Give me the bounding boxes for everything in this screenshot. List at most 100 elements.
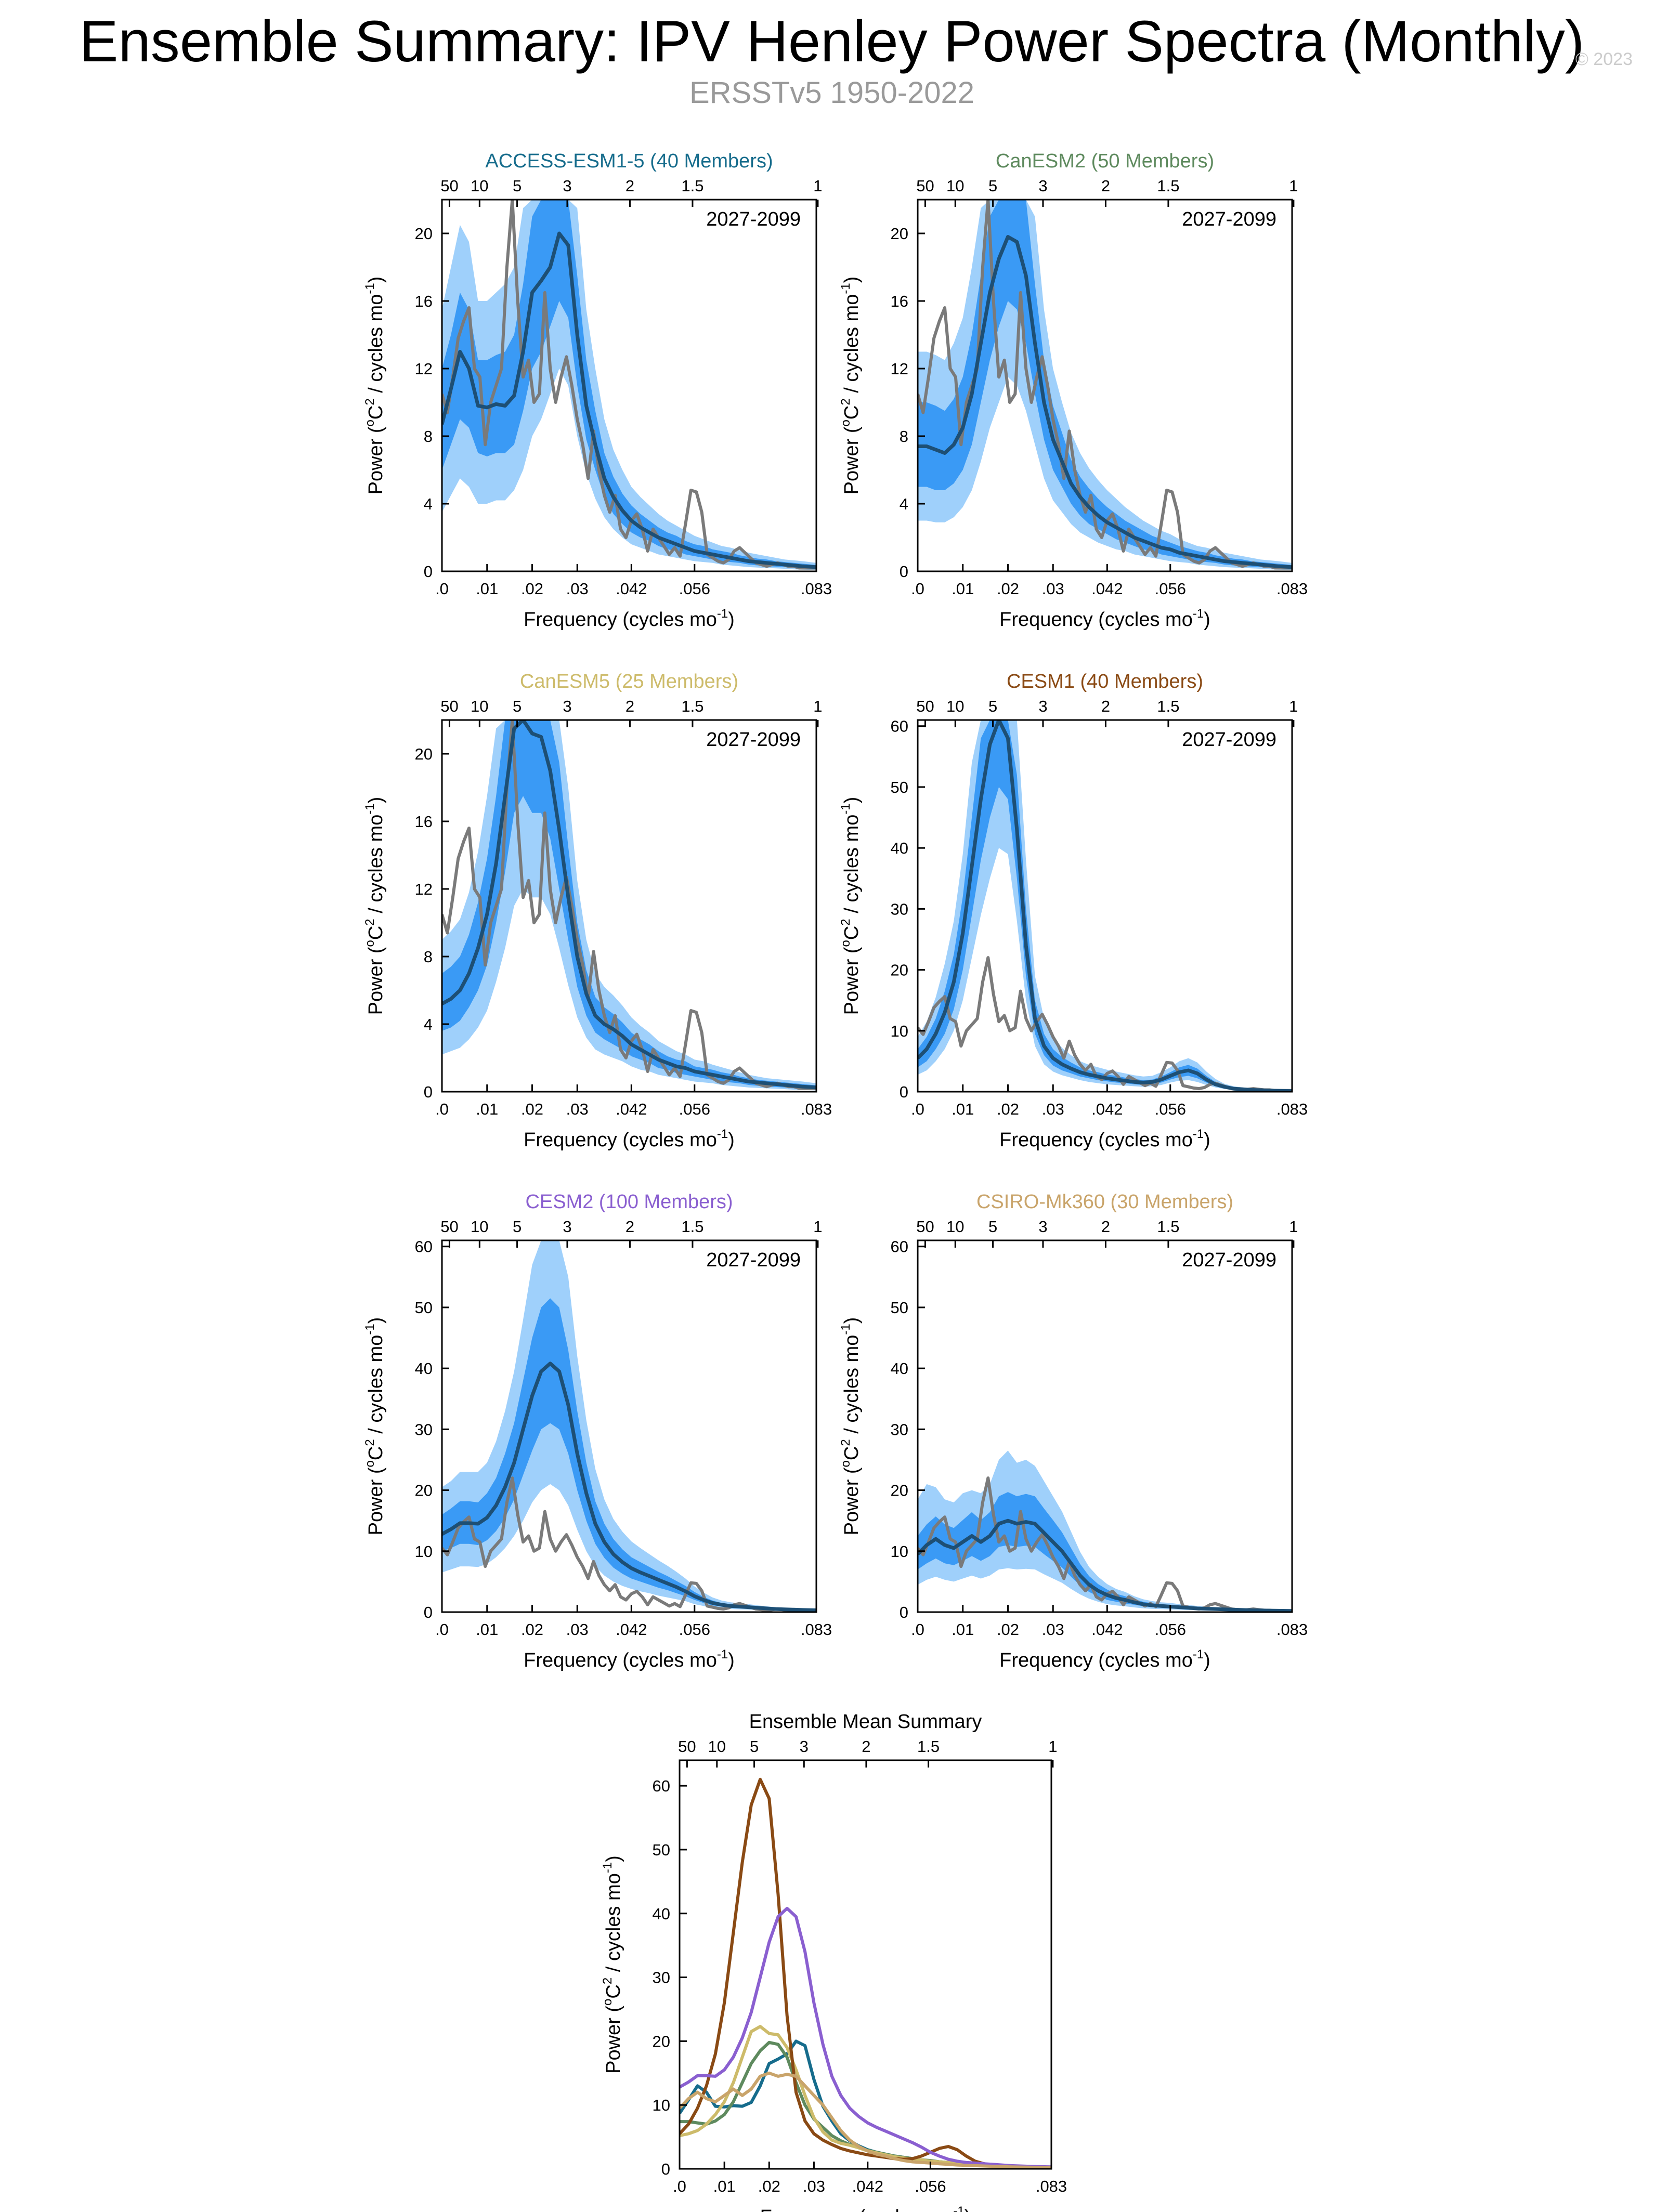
top-tick-label: 3 xyxy=(563,1218,571,1236)
y-tick-label: 50 xyxy=(891,1299,908,1317)
y-tick-label: 20 xyxy=(891,1482,908,1500)
top-tick-label: 50 xyxy=(440,1218,458,1236)
x-axis-label: Frequency (cycles mo-1) xyxy=(524,607,735,631)
top-tick-label: 5 xyxy=(513,177,522,195)
top-tick-label: 3 xyxy=(563,697,571,715)
top-tick-label: 1.5 xyxy=(1157,177,1179,195)
y-axis-label-squared: 2 xyxy=(363,1439,377,1446)
top-tick-label: 1 xyxy=(813,697,822,715)
y-axis-label-unit: C xyxy=(603,1984,624,1998)
top-tick-label: 1.5 xyxy=(681,697,703,715)
y-tick-label: 12 xyxy=(415,360,433,378)
y-axis-label-sup: -1 xyxy=(601,1862,615,1873)
y-tick-label: 20 xyxy=(653,2032,670,2050)
y-axis-label: Power (oC2 / cycles mo-1) xyxy=(839,277,863,495)
plot-frame xyxy=(917,1239,1293,1613)
y-axis-label-mid: / cycles mo xyxy=(365,294,387,399)
top-tick-label: 5 xyxy=(513,1218,522,1236)
y-axis-label-squared: 2 xyxy=(839,919,853,925)
panel-title: Ensemble Mean Summary xyxy=(749,1711,982,1733)
y-tick-label: 8 xyxy=(900,427,908,446)
y-axis-label-degree: o xyxy=(363,420,377,426)
y-tick-label: 0 xyxy=(424,1603,433,1621)
inner-spread-band xyxy=(442,720,816,1090)
top-tick-label: 10 xyxy=(471,697,488,715)
y-tick-label: 30 xyxy=(891,1420,908,1438)
figure-title: Ensemble Summary: IPV Henley Power Spect… xyxy=(80,9,1584,74)
x-axis-label-sup: -1 xyxy=(1193,1127,1204,1141)
x-tick-label: .02 xyxy=(997,1100,1019,1118)
top-tick-label: 10 xyxy=(471,177,488,195)
inner-spread-band xyxy=(918,200,1292,569)
x-axis-label-end: ) xyxy=(965,2206,971,2212)
x-tick-label: .056 xyxy=(679,1620,710,1639)
inner-spread-band xyxy=(442,200,816,569)
y-tick-label: 4 xyxy=(900,495,908,513)
ensemble-mean-line xyxy=(680,1906,1051,2169)
y-tick-label: 20 xyxy=(415,745,433,763)
x-tick-label: .03 xyxy=(566,1100,589,1118)
x-tick-label: .03 xyxy=(1042,1620,1064,1639)
top-tick-label: 5 xyxy=(988,1218,997,1236)
y-tick-label: 8 xyxy=(424,948,433,966)
y-tick-label: 30 xyxy=(653,1969,670,1987)
top-tick-label: 2 xyxy=(1101,1218,1110,1236)
x-tick-label: .042 xyxy=(616,1100,647,1118)
y-axis-label-end: ) xyxy=(841,1317,863,1324)
period-label: 2027-2099 xyxy=(1182,729,1276,751)
plot-frame xyxy=(441,719,817,1093)
plot-frame xyxy=(917,199,1293,572)
x-tick-label: .042 xyxy=(852,2177,883,2195)
y-axis-label: Power (oC2 / cycles mo-1) xyxy=(363,1317,387,1536)
y-tick-label: 16 xyxy=(415,292,433,310)
period-label: 2027-2099 xyxy=(1182,1249,1276,1271)
y-axis-label-mid: / cycles mo xyxy=(841,1335,863,1439)
top-tick-label: 50 xyxy=(916,1218,934,1236)
x-tick-label: .056 xyxy=(1155,1620,1186,1639)
top-tick-label: 10 xyxy=(946,1218,964,1236)
y-axis-label-mid: / cycles mo xyxy=(365,1335,387,1439)
x-tick-label: .056 xyxy=(679,1100,710,1118)
x-tick-label: .03 xyxy=(566,1620,589,1639)
y-axis-label-mid: / cycles mo xyxy=(603,1873,624,1978)
top-tick-label: 1 xyxy=(1289,177,1298,195)
y-axis-label-end: ) xyxy=(603,1855,624,1862)
y-axis-label-text: Power ( xyxy=(365,426,387,494)
y-axis-label-text: Power ( xyxy=(841,426,863,494)
y-axis-label-text: Power ( xyxy=(841,947,863,1015)
top-tick-label: 1.5 xyxy=(681,177,703,195)
top-tick-label: 1 xyxy=(1048,1737,1057,1756)
x-axis-label-sup: -1 xyxy=(1193,607,1204,621)
y-tick-label: 20 xyxy=(891,225,908,243)
y-axis-label-end: ) xyxy=(841,797,863,804)
y-axis-label-squared: 2 xyxy=(601,1978,615,1984)
watermark: © 2023 xyxy=(1575,49,1633,69)
y-axis-label: Power (oC2 / cycles mo-1) xyxy=(601,1855,624,2074)
ensemble-mean-line xyxy=(442,1362,816,1612)
x-tick-label: .083 xyxy=(801,1620,832,1639)
x-tick-label: .0 xyxy=(911,1620,924,1639)
plot-area xyxy=(442,1240,816,1612)
y-tick-label: 0 xyxy=(900,1083,908,1101)
x-tick-label: .03 xyxy=(1042,580,1064,598)
panel-title: CESM1 (40 Members) xyxy=(1007,671,1203,692)
top-tick-label: 10 xyxy=(471,1218,488,1236)
top-tick-label: 2 xyxy=(862,1737,870,1756)
y-tick-label: 8 xyxy=(424,427,433,446)
x-axis-label-text: Frequency (cycles mo xyxy=(999,1129,1193,1151)
x-tick-label: .0 xyxy=(435,580,449,598)
x-tick-label: .02 xyxy=(997,1620,1019,1639)
x-axis-label-end: ) xyxy=(728,609,735,631)
x-axis-label-sup: -1 xyxy=(1193,1647,1204,1661)
ensemble-mean-line xyxy=(918,235,1292,569)
top-tick-label: 3 xyxy=(1038,1218,1047,1236)
y-tick-label: 4 xyxy=(424,1015,433,1033)
top-tick-label: 2 xyxy=(626,697,634,715)
y-axis-label-sup: -1 xyxy=(363,1324,377,1334)
y-axis-label-degree: o xyxy=(363,940,377,947)
outer-spread-band xyxy=(918,720,1292,1092)
plot-area xyxy=(442,200,816,570)
